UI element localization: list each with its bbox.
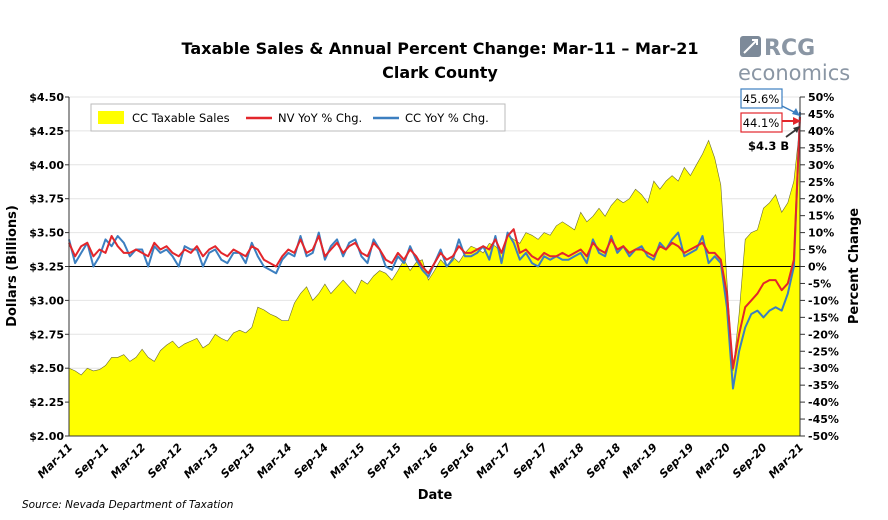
logo-bottom: economics	[738, 61, 850, 85]
y2-tick-label: 25%	[808, 176, 834, 189]
x-tick-label: Sep-15	[364, 441, 404, 481]
y2-tick-label: -20%	[808, 328, 839, 341]
y2-tick-label: 50%	[808, 91, 834, 104]
legend-label-cc: CC YoY % Chg.	[405, 111, 489, 125]
y-tick-label: $4.50	[29, 91, 64, 104]
y-axis-title: Dollars (Billions)	[5, 205, 20, 327]
y-tick-label: $3.00	[29, 294, 64, 307]
legend-swatch-sales	[98, 111, 124, 124]
chart-title: Taxable Sales & Annual Percent Change: M…	[182, 39, 699, 58]
annotation-sales-arrowhead	[793, 126, 800, 133]
y2-tick-label: -50%	[808, 430, 839, 443]
y-tick-label: $4.25	[29, 125, 64, 138]
x-tick-label: Sep-18	[584, 441, 624, 481]
x-tick-label: Mar-18	[547, 441, 587, 481]
rcg-logo: RCG economics	[738, 36, 850, 85]
y-tick-label: $3.25	[29, 261, 64, 274]
x-tick-label: Sep-20	[730, 441, 770, 481]
logo-top: RCG	[764, 36, 815, 61]
logo-arrow-icon	[743, 39, 758, 54]
annotation-sales-text: $4.3 B	[748, 139, 789, 153]
x-tick-label: Sep-13	[218, 441, 258, 481]
y2-tick-label: -40%	[808, 396, 839, 409]
x-tick-label: Mar-16	[401, 441, 441, 481]
series-line-nv-yoy	[68, 116, 801, 370]
y2-tick-label: 5%	[808, 244, 827, 257]
y2-tick-label: 35%	[808, 142, 834, 155]
legend-box	[90, 103, 506, 132]
y-tick-label: $2.50	[29, 362, 64, 375]
annotation-cc-text: 45.6%	[743, 92, 780, 106]
x-tick-label: Mar-11	[35, 441, 75, 481]
legend-label-sales: CC Taxable Sales	[132, 111, 230, 125]
y2-tick-label: -15%	[808, 311, 839, 324]
x-tick-label: Mar-13	[181, 441, 221, 481]
y2-tick-label: -5%	[808, 277, 831, 290]
y2-tick-label: 0%	[808, 261, 827, 274]
y-tick-label: $2.25	[29, 396, 64, 409]
x-tick-label: Mar-14	[254, 441, 294, 481]
x-tick-label: Mar-17	[474, 441, 514, 481]
annotation-nv-box	[740, 112, 783, 133]
x-tick-label: Mar-21	[766, 441, 806, 481]
source-note: Source: Nevada Department of Taxation	[22, 499, 233, 511]
x-tick-label: Sep-16	[437, 441, 477, 481]
x-tick-label: Mar-12	[108, 441, 148, 481]
x-tick-label: Mar-20	[693, 441, 733, 481]
y2-tick-label: -25%	[808, 345, 839, 358]
y-tick-label: $2.00	[29, 430, 64, 443]
y2-axis-title: Percent Change	[847, 208, 862, 324]
annotation-cc-box	[740, 88, 783, 109]
x-tick-label: Mar-19	[620, 441, 660, 481]
y2-tick-label: -30%	[808, 362, 839, 375]
legend-label-nv: NV YoY % Chg.	[278, 111, 362, 125]
y2-tick-label: 40%	[808, 125, 834, 138]
annotation-nv-text: 44.1%	[743, 116, 780, 130]
series-area-taxable-sales	[68, 124, 801, 437]
chart-subtitle: Clark County	[382, 63, 498, 82]
y2-tick-label: -10%	[808, 294, 839, 307]
y-tick-label: $4.00	[29, 159, 64, 172]
y2-tick-label: 10%	[808, 227, 834, 240]
legend: CC Taxable Sales NV YoY % Chg. CC YoY % …	[90, 103, 506, 132]
x-tick-label: Mar-15	[327, 441, 367, 481]
x-tick-label: Sep-11	[72, 441, 112, 481]
x-tick-label: Sep-12	[145, 441, 185, 481]
annotation-nv-arrowhead	[793, 117, 801, 125]
x-tick-label: Sep-19	[657, 441, 697, 481]
y-tick-label: $3.75	[29, 193, 64, 206]
y2-tick-label: 20%	[808, 193, 834, 206]
y2-tick-label: -35%	[808, 379, 839, 392]
y2-tick-label: -45%	[808, 413, 839, 426]
y2-tick-label: 30%	[808, 159, 834, 172]
y-tick-label: $3.50	[29, 227, 64, 240]
x-axis-title: Date	[418, 488, 453, 503]
annotation-cc-arrowhead	[792, 108, 800, 116]
y2-tick-label: 45%	[808, 108, 834, 121]
y2-tick-label: 15%	[808, 210, 834, 223]
y-tick-label: $2.75	[29, 328, 64, 341]
x-tick-label: Sep-17	[511, 441, 551, 481]
annotations: 45.6% 44.1% $4.3 B	[740, 88, 801, 153]
x-tick-label: Sep-14	[291, 441, 331, 481]
